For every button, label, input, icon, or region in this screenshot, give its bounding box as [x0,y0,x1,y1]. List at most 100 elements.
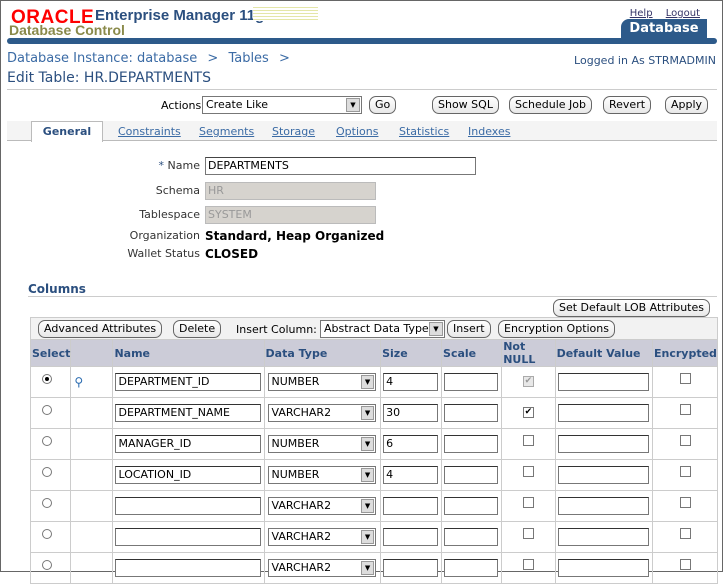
breadcrumb-database-instance[interactable]: Database Instance: database [7,51,198,66]
encrypted-checkbox[interactable] [679,404,691,415]
scale-input[interactable] [444,497,499,515]
logo-stripes [253,7,318,21]
select-radio[interactable] [42,529,52,539]
size-input[interactable] [383,559,439,577]
encrypted-checkbox[interactable] [679,435,691,446]
size-input[interactable] [383,497,439,515]
size-input[interactable]: 30 [383,404,439,422]
size-input[interactable]: 6 [383,435,439,453]
data-type-select[interactable]: VARCHAR2 ▼ [267,559,377,577]
default-value-input[interactable] [557,404,649,422]
default-value-input[interactable] [557,559,649,577]
go-button[interactable]: Go [369,96,397,114]
encrypted-checkbox[interactable] [679,373,691,384]
data-type-select[interactable]: NUMBER ▼ [267,435,377,453]
scale-input[interactable] [444,404,499,422]
scale-input[interactable] [444,559,499,577]
tab-segments[interactable]: Segments [199,125,255,138]
select-radio[interactable] [42,436,52,446]
schedule-job-button[interactable]: Schedule Job [509,96,593,114]
table-name-input[interactable]: DEPARTMENTS [205,157,476,175]
encrypted-checkbox[interactable] [679,497,691,508]
global-links: Help Logout [620,8,700,19]
encrypted-checkbox[interactable] [679,559,691,570]
primary-key-icon: ⚲ [74,375,84,389]
encrypted-checkbox[interactable] [679,466,691,477]
select-radio[interactable] [42,498,52,508]
encrypted-cell [652,366,718,398]
key-cell [70,397,114,429]
insert-button[interactable]: Insert [447,320,491,338]
size-input[interactable]: 4 [383,466,439,484]
column-name-input[interactable]: MANAGER_ID [115,435,261,453]
not-null-checkbox[interactable] [522,559,534,570]
data-type-select[interactable]: VARCHAR2 ▼ [267,497,377,515]
data-type-select[interactable]: VARCHAR2 ▼ [267,528,377,546]
select-radio[interactable] [42,467,52,477]
revert-button[interactable]: Revert [603,96,652,114]
not-null-checkbox[interactable] [522,435,534,446]
default-value-input[interactable] [557,497,649,515]
columns-toolbar: Advanced Attributes Delete Insert Column… [30,317,718,340]
size-cell: 30 [380,397,443,429]
scale-cell [441,490,503,522]
tab-options[interactable]: Options [336,125,379,138]
size-cell: 4 [380,366,443,398]
column-name-input[interactable]: DEPARTMENT_ID [115,373,261,391]
actions-select[interactable]: Create Like ▼ [202,96,362,114]
select-radio[interactable] [42,374,52,384]
not-null-checkbox[interactable]: ✔ [522,407,534,418]
scale-input[interactable] [444,466,499,484]
show-sql-button[interactable]: Show SQL [432,96,499,114]
scale-input[interactable] [444,528,499,546]
scale-input[interactable] [444,373,499,391]
name-cell: MANAGER_ID [112,428,265,460]
key-cell [70,459,114,491]
not-null-checkbox[interactable] [522,528,534,539]
data-type-select[interactable]: NUMBER ▼ [267,373,377,391]
data-type-value: NUMBER [271,437,320,450]
not-null-checkbox[interactable] [522,466,534,477]
size-cell [380,552,443,584]
default-value-input[interactable] [557,528,649,546]
default-value-input[interactable] [557,466,649,484]
data-type-value: NUMBER [271,468,320,481]
select-radio[interactable] [42,560,52,570]
scale-input[interactable] [444,435,499,453]
tab-statistics[interactable]: Statistics [399,125,450,138]
actions-value: Create Like [206,98,268,111]
breadcrumb-tables[interactable]: Tables [228,51,269,66]
column-name-input[interactable] [115,559,261,577]
tab-bar [7,121,717,141]
delete-button[interactable]: Delete [173,320,222,338]
table-row: ⚲ DEPARTMENT_ID NUMBER ▼ 4 ✔ [29,366,718,398]
column-name-input[interactable]: LOCATION_ID [115,466,261,484]
data-type-select[interactable]: VARCHAR2 ▼ [267,404,377,422]
size-input[interactable]: 4 [383,373,439,391]
apply-button[interactable]: Apply [665,96,709,114]
set-default-lob-button[interactable]: Set Default LOB Attributes [553,299,710,317]
not-null-checkbox[interactable] [522,497,534,508]
column-name-input[interactable] [115,528,261,546]
default-value-input[interactable] [557,435,649,453]
size-input[interactable] [383,528,439,546]
help-link[interactable]: Help [629,8,653,19]
column-name-input[interactable] [115,497,261,515]
tab-storage[interactable]: Storage [272,125,316,138]
schema-input: HR [205,182,376,200]
tab-general[interactable]: General [31,121,103,142]
insert-type-select[interactable]: Abstract Data Type ▼ [320,320,445,338]
tab-indexes[interactable]: Indexes [468,125,511,138]
database-tab[interactable]: Database [621,19,707,39]
tab-constraints[interactable]: Constraints [118,125,181,138]
logout-link[interactable]: Logout [665,8,700,19]
select-radio[interactable] [42,405,52,415]
key-cell [70,428,114,460]
name-cell: DEPARTMENT_NAME [112,397,265,429]
default-value-input[interactable] [557,373,649,391]
data-type-select[interactable]: NUMBER ▼ [267,466,377,484]
advanced-attributes-button[interactable]: Advanced Attributes [38,320,163,338]
encrypted-checkbox[interactable] [679,528,691,539]
column-name-input[interactable]: DEPARTMENT_NAME [115,404,261,422]
encryption-options-button[interactable]: Encryption Options [498,320,615,338]
